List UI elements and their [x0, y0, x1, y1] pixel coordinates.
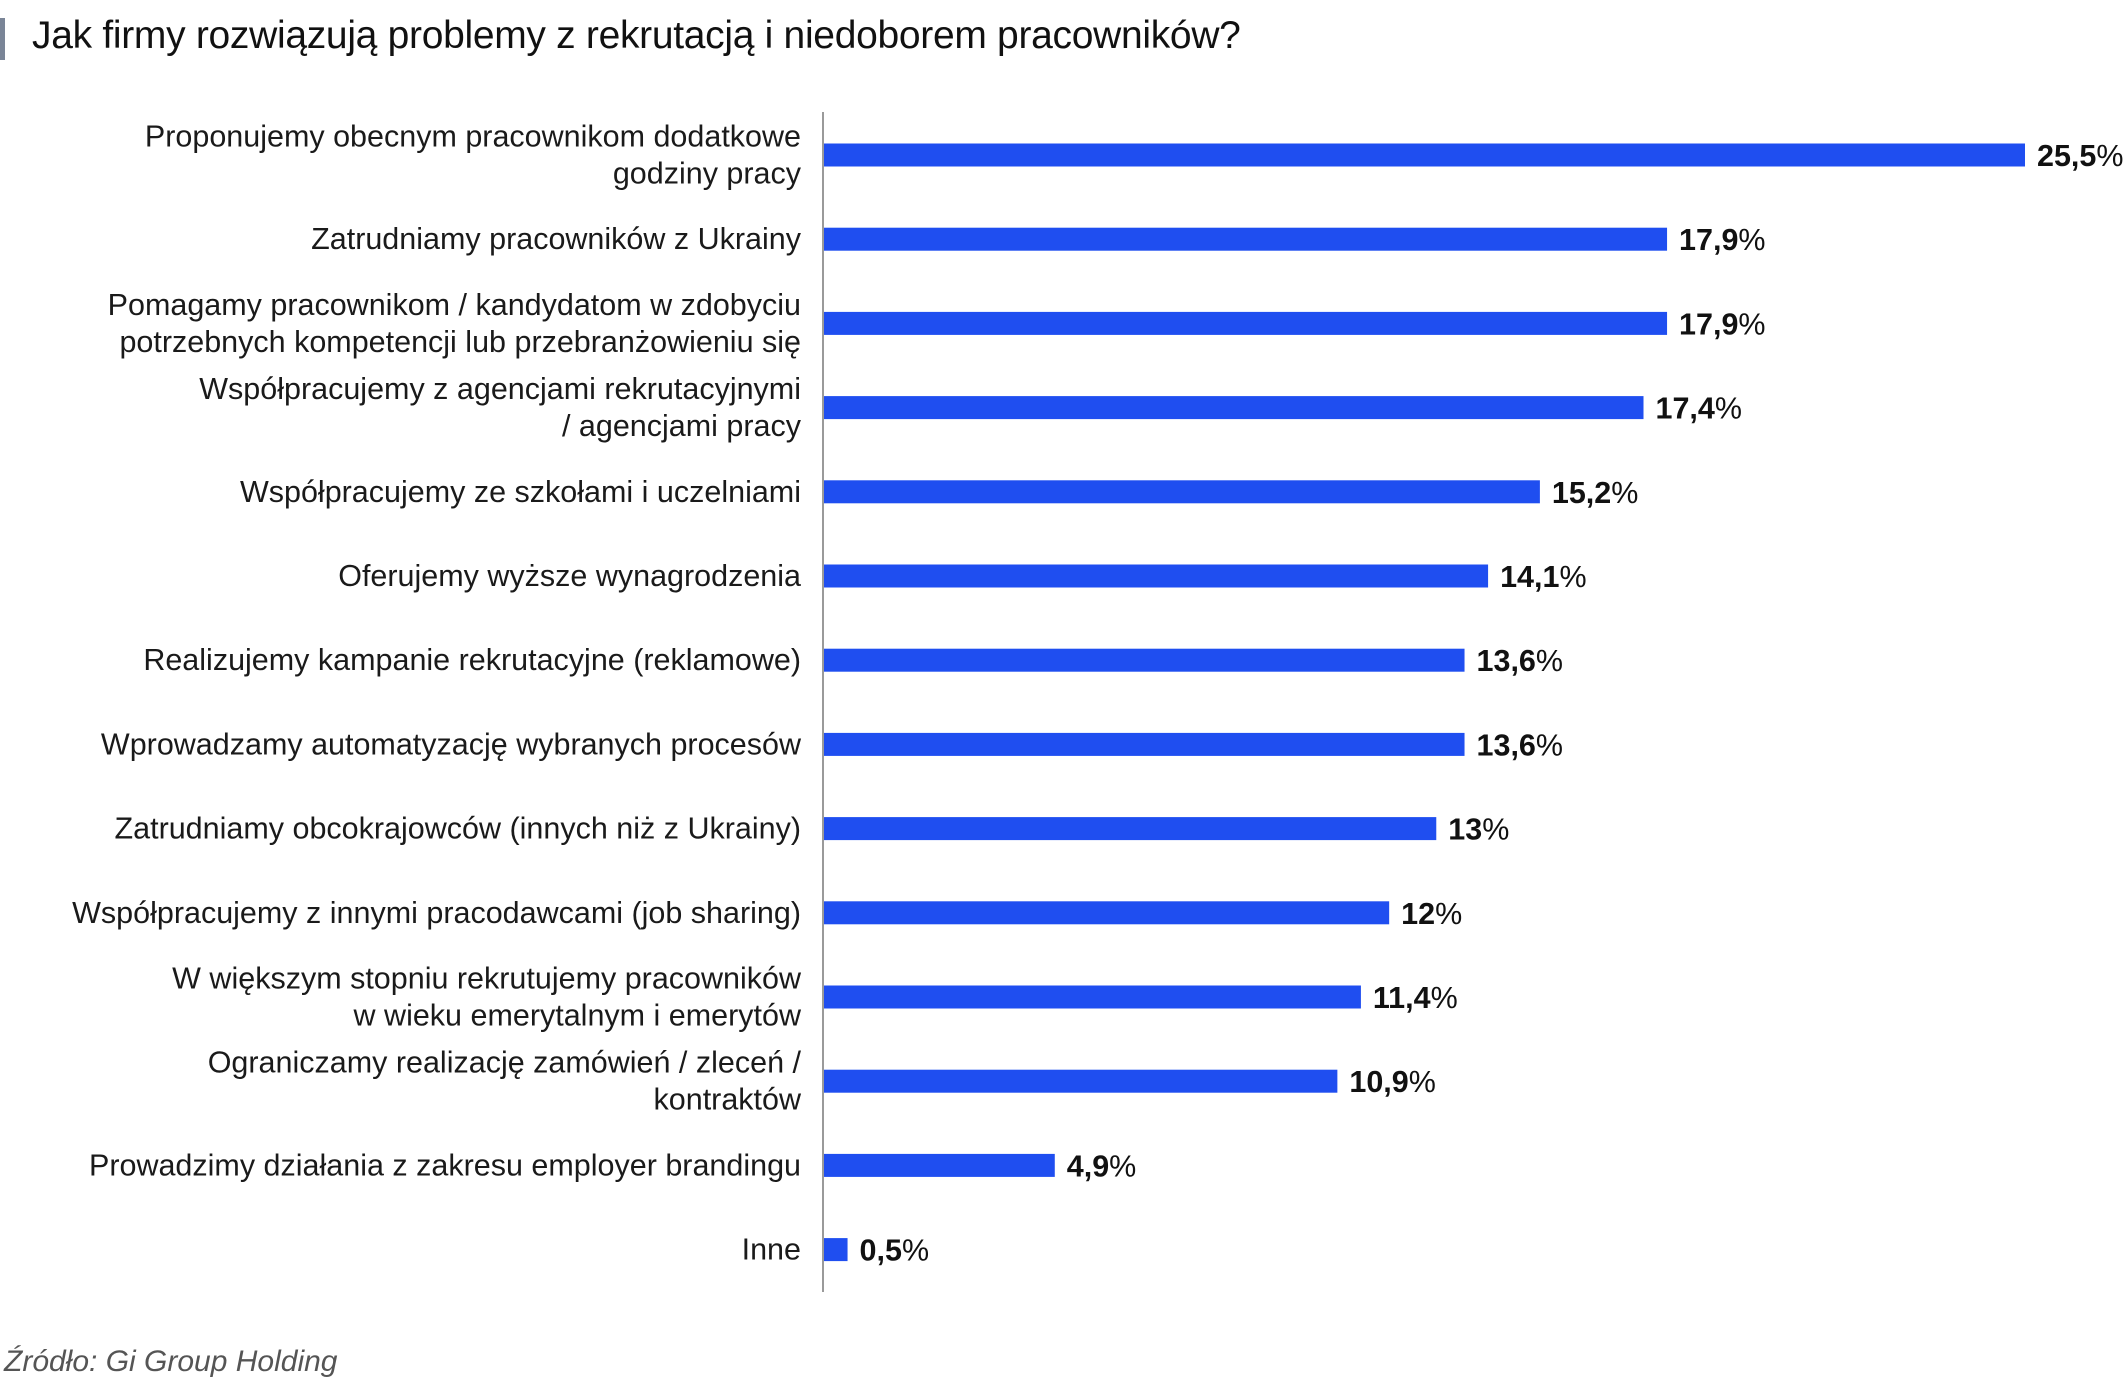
value-label-4: 15,2%: [1552, 476, 1639, 510]
value-unit: %: [902, 1234, 929, 1268]
value-label-8: 13%: [1448, 813, 1509, 847]
bar-9: [824, 901, 1390, 925]
value-unit: %: [1409, 1065, 1436, 1099]
category-label-0: Proponujemy obecnym pracownikom dodatkow…: [145, 120, 802, 191]
value-number: 12: [1401, 897, 1435, 931]
bar-11: [824, 1069, 1338, 1093]
category-label-line: Zatrudniamy pracowników z Ukrainy: [311, 222, 802, 256]
value-number: 11,4: [1373, 981, 1431, 1015]
category-label-line: Inne: [742, 1233, 801, 1267]
category-label-4: Współpracujemy ze szkołami i uczelniami: [240, 475, 801, 509]
bar-2: [824, 311, 1668, 335]
value-unit: %: [1431, 981, 1458, 1015]
value-unit: %: [1109, 1149, 1136, 1183]
value-label-7: 13,6%: [1477, 728, 1564, 762]
category-label-line: Współpracujemy z innymi pracodawcami (jo…: [72, 896, 801, 930]
title-accent-bar: [0, 18, 5, 60]
value-label-2: 17,9%: [1679, 307, 1766, 341]
category-label-line: Ograniczamy realizację zamówień / zleceń…: [208, 1046, 802, 1080]
bar-8: [824, 817, 1437, 841]
value-label-9: 12%: [1401, 897, 1462, 931]
category-label-6: Realizujemy kampanie rekrutacyjne (rekla…: [143, 643, 801, 677]
bar-13: [824, 1238, 848, 1262]
bar-10: [824, 985, 1361, 1009]
value-number: 13,6: [1477, 728, 1536, 762]
source-note: Źródło: Gi Group Holding: [4, 1345, 338, 1378]
value-label-6: 13,6%: [1477, 644, 1564, 678]
category-label-12: Prowadzimy działania z zakresu employer …: [89, 1148, 801, 1182]
value-number: 17,9: [1679, 223, 1738, 257]
value-unit: %: [1738, 223, 1765, 257]
category-label-9: Współpracujemy z innymi pracodawcami (jo…: [72, 896, 801, 930]
bar-5: [824, 564, 1489, 588]
category-label-10: W większym stopniu rekrutujemy pracownik…: [172, 962, 802, 1033]
category-label-line: kontraktów: [654, 1083, 802, 1117]
category-label-line: / agencjami pracy: [562, 409, 802, 443]
value-label-12: 4,9%: [1067, 1149, 1137, 1183]
value-number: 17,4: [1656, 392, 1715, 426]
value-number: 15,2: [1552, 476, 1611, 510]
category-label-line: Realizujemy kampanie rekrutacyjne (rekla…: [143, 643, 801, 677]
category-label-line: Współpracujemy z agencjami rekrutacyjnym…: [199, 372, 801, 406]
category-label-line: Współpracujemy ze szkołami i uczelniami: [240, 475, 801, 509]
category-label-11: Ograniczamy realizację zamówień / zleceń…: [208, 1046, 802, 1117]
category-label-line: Pomagamy pracownikom / kandydatom w zdob…: [108, 288, 801, 322]
category-label-7: Wprowadzamy automatyzację wybranych proc…: [101, 727, 802, 761]
bar-1: [824, 227, 1668, 251]
value-number: 14,1: [1500, 560, 1559, 594]
category-label-3: Współpracujemy z agencjami rekrutacyjnym…: [199, 372, 801, 443]
value-label-10: 11,4%: [1373, 981, 1458, 1015]
bar-3: [824, 396, 1644, 420]
category-label-line: godziny pracy: [613, 157, 802, 191]
category-label-2: Pomagamy pracownikom / kandydatom w zdob…: [108, 288, 801, 359]
category-label-line: Oferujemy wyższe wynagrodzenia: [338, 559, 801, 593]
value-unit: %: [1559, 560, 1586, 594]
category-label-8: Zatrudniamy obcokrajowców (innych niż z …: [115, 812, 802, 846]
value-number: 25,5: [2037, 139, 2096, 173]
value-unit: %: [1611, 476, 1638, 510]
category-label-line: Prowadzimy działania z zakresu employer …: [89, 1148, 801, 1182]
value-number: 0,5: [860, 1234, 902, 1268]
value-label-3: 17,4%: [1656, 392, 1743, 426]
value-number: 4,9: [1067, 1149, 1109, 1183]
value-label-11: 10,9%: [1349, 1065, 1436, 1099]
category-label-line: potrzebnych kompetencji lub przebranżowi…: [119, 325, 801, 359]
category-label-13: Inne: [742, 1233, 801, 1267]
category-label-line: w wieku emerytalnym i emerytów: [353, 999, 802, 1033]
bar-6: [824, 648, 1465, 672]
value-number: 17,9: [1679, 307, 1738, 341]
category-label-line: Zatrudniamy obcokrajowców (innych niż z …: [115, 812, 802, 846]
bar-4: [824, 480, 1540, 504]
category-label-5: Oferujemy wyższe wynagrodzenia: [338, 559, 801, 593]
value-unit: %: [1738, 307, 1765, 341]
chart-title: Jak firmy rozwiązują problemy z rekrutac…: [32, 14, 1241, 57]
category-label-line: Wprowadzamy automatyzację wybranych proc…: [101, 727, 802, 761]
value-label-0: 25,5%: [2037, 139, 2124, 173]
category-label-1: Zatrudniamy pracowników z Ukrainy: [311, 222, 802, 256]
category-label-line: Proponujemy obecnym pracownikom dodatkow…: [145, 120, 801, 154]
value-label-5: 14,1%: [1500, 560, 1587, 594]
value-unit: %: [1435, 897, 1462, 931]
value-number: 13,6: [1477, 644, 1536, 678]
value-label-1: 17,9%: [1679, 223, 1766, 257]
value-unit: %: [1536, 728, 1563, 762]
category-label-line: W większym stopniu rekrutujemy pracownik…: [172, 962, 802, 996]
value-unit: %: [1482, 813, 1509, 847]
bar-12: [824, 1153, 1055, 1177]
bar-0: [824, 143, 2025, 167]
value-label-13: 0,5%: [860, 1234, 930, 1268]
value-unit: %: [2096, 139, 2123, 173]
value-unit: %: [1715, 392, 1742, 426]
bar-7: [824, 732, 1465, 756]
value-number: 10,9: [1349, 1065, 1408, 1099]
value-unit: %: [1536, 644, 1563, 678]
value-number: 13: [1448, 813, 1482, 847]
